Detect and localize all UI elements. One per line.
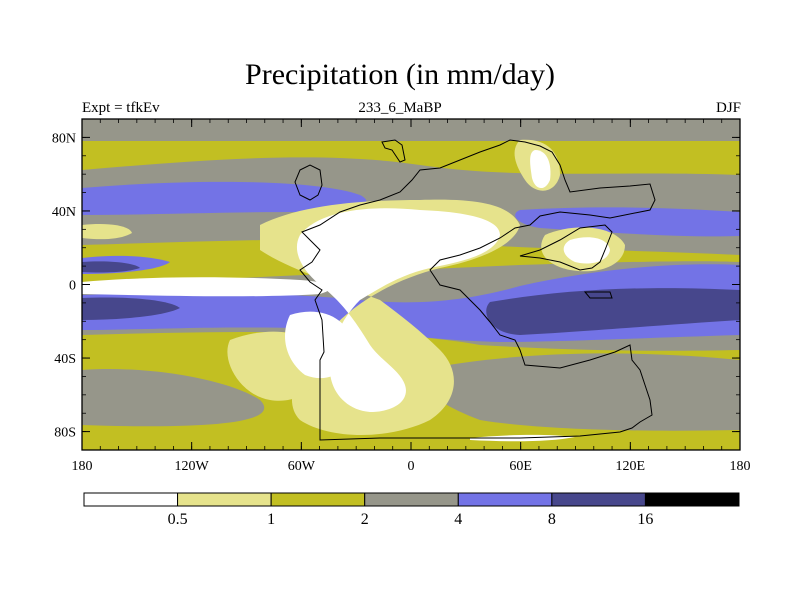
- band-2-4-southern: [82, 369, 265, 427]
- band-lt-05-north-patch: [530, 150, 551, 189]
- coastline-outline: [294, 139, 656, 441]
- experiment-label: Expt = tfkEv: [82, 100, 160, 116]
- colorbar-box: [177, 492, 272, 507]
- x-tick-label: 60W: [288, 459, 316, 474]
- x-tick-label: 60E: [509, 459, 532, 474]
- y-tick-label: 80N: [52, 131, 76, 146]
- colorbar-box: [83, 492, 179, 507]
- colorbar-label: 0.5: [168, 511, 188, 528]
- period-label: 233_6_MaBP: [358, 100, 442, 116]
- colorbar-label: 1: [267, 511, 275, 528]
- x-tick-label: 180: [72, 459, 93, 474]
- colorbar-box: [551, 492, 646, 507]
- small-island-outline: [583, 291, 613, 299]
- y-tick-label: 80S: [54, 426, 76, 441]
- colorbar: 0.5 1 2 4 8 16: [83, 492, 740, 528]
- band-lt-05-asia-patch: [563, 237, 610, 264]
- y-tick-label: 0: [69, 279, 76, 294]
- asia-inner-outline: [519, 224, 613, 271]
- band-2-4-southern-east: [420, 353, 740, 431]
- band-8-16-small: [82, 261, 140, 273]
- colorbar-box: [364, 492, 459, 507]
- band-05-1-east-patch: [82, 223, 132, 240]
- season-label: DJF: [715, 100, 741, 116]
- colorbar-box: [270, 492, 366, 507]
- y-tick-label: 40S: [54, 352, 76, 367]
- colorbar-box: [644, 492, 740, 507]
- band-2-4-north-polar: [82, 119, 740, 141]
- x-tick-label: 120E: [616, 459, 646, 474]
- pangaea-outline: [299, 139, 656, 441]
- chart-title: Precipitation (in mm/day): [245, 58, 555, 91]
- band-8-16-west: [82, 297, 180, 320]
- band-8-16-east: [486, 288, 740, 335]
- band-lt-05-equatorial-strip: [82, 277, 331, 297]
- colorbar-label: 4: [454, 511, 462, 528]
- y-tick-label: 40N: [52, 205, 76, 220]
- colorbar-label: 8: [548, 511, 556, 528]
- map-axes: 180 120W 60W 0 60E 120E 180 80N 40N 0 40S 80S: [52, 118, 751, 474]
- colorbar-label: 16: [637, 511, 653, 528]
- x-tick-label: 180: [730, 459, 751, 474]
- north-island-outline: [381, 139, 406, 163]
- x-tick-label: 0: [408, 459, 415, 474]
- x-tick-label: 120W: [175, 459, 210, 474]
- colorbar-label: 2: [361, 511, 369, 528]
- band-4-8-north: [82, 181, 367, 215]
- north-landmass-outline: [294, 164, 323, 201]
- band-lt-05-south: [285, 311, 352, 379]
- precipitation-field: [82, 119, 740, 450]
- colorbar-box: [457, 492, 553, 507]
